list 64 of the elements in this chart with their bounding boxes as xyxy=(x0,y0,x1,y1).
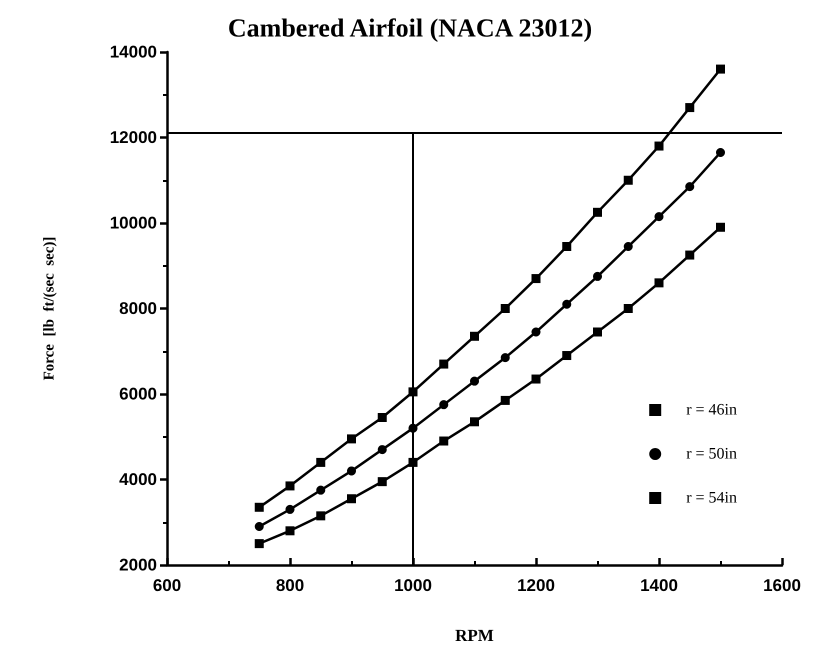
point xyxy=(347,466,356,476)
x-tick-label: 1200 xyxy=(517,576,555,595)
point xyxy=(254,502,264,512)
point xyxy=(532,274,540,284)
y-tick-label: 12000 xyxy=(110,128,157,147)
legend-label: r = 50in xyxy=(686,446,737,462)
point xyxy=(470,376,479,386)
chart-title: Cambered Airfoil (NACA 23012) xyxy=(228,14,592,42)
point xyxy=(378,445,387,454)
point xyxy=(716,64,725,74)
point xyxy=(562,300,572,309)
x-tick-label: 1000 xyxy=(394,576,432,595)
point xyxy=(254,539,264,548)
point xyxy=(624,242,633,252)
point xyxy=(716,148,725,157)
point xyxy=(593,272,602,281)
point xyxy=(685,103,694,112)
point xyxy=(685,250,694,260)
y-tick-label: 6000 xyxy=(119,384,157,404)
point xyxy=(286,481,294,490)
y-tick-label: 2000 xyxy=(119,556,157,574)
x-tick-label: 600 xyxy=(152,576,182,595)
point xyxy=(654,278,664,288)
point xyxy=(347,494,356,504)
point xyxy=(562,242,572,252)
point xyxy=(532,328,540,337)
point xyxy=(439,400,448,410)
y-tick-label: 4000 xyxy=(119,470,157,489)
point xyxy=(532,374,540,384)
point xyxy=(316,486,326,495)
point xyxy=(347,434,356,444)
point xyxy=(716,222,725,232)
point xyxy=(654,142,664,151)
x-tick-label: 1600 xyxy=(763,576,801,595)
point xyxy=(654,212,664,222)
point xyxy=(254,522,264,532)
y-tick-label: 14000 xyxy=(110,42,157,62)
y-tick-label: 8000 xyxy=(119,299,157,318)
point xyxy=(500,396,510,405)
point xyxy=(593,208,602,217)
point xyxy=(562,351,572,360)
point xyxy=(316,458,326,467)
y-tick-label: 10000 xyxy=(110,214,157,232)
point xyxy=(624,176,633,185)
point xyxy=(286,504,294,514)
point xyxy=(500,353,510,362)
point xyxy=(470,417,479,426)
x-tick-label: 1400 xyxy=(640,576,678,595)
point xyxy=(439,360,448,369)
y-axis-title: Force [lb ft/(sec sec)] xyxy=(42,236,58,380)
point xyxy=(470,332,479,341)
point xyxy=(685,182,694,192)
x-axis-title: RPM xyxy=(455,626,494,645)
x-tick-label: 800 xyxy=(276,576,304,595)
point xyxy=(378,477,387,486)
point xyxy=(500,304,510,313)
point xyxy=(378,413,387,422)
point xyxy=(286,526,294,536)
legend-label: r = 54in xyxy=(686,490,737,506)
point xyxy=(439,436,448,446)
point xyxy=(316,511,326,520)
point xyxy=(624,304,633,313)
legend-label: r = 46in xyxy=(686,402,737,418)
point xyxy=(593,328,602,337)
